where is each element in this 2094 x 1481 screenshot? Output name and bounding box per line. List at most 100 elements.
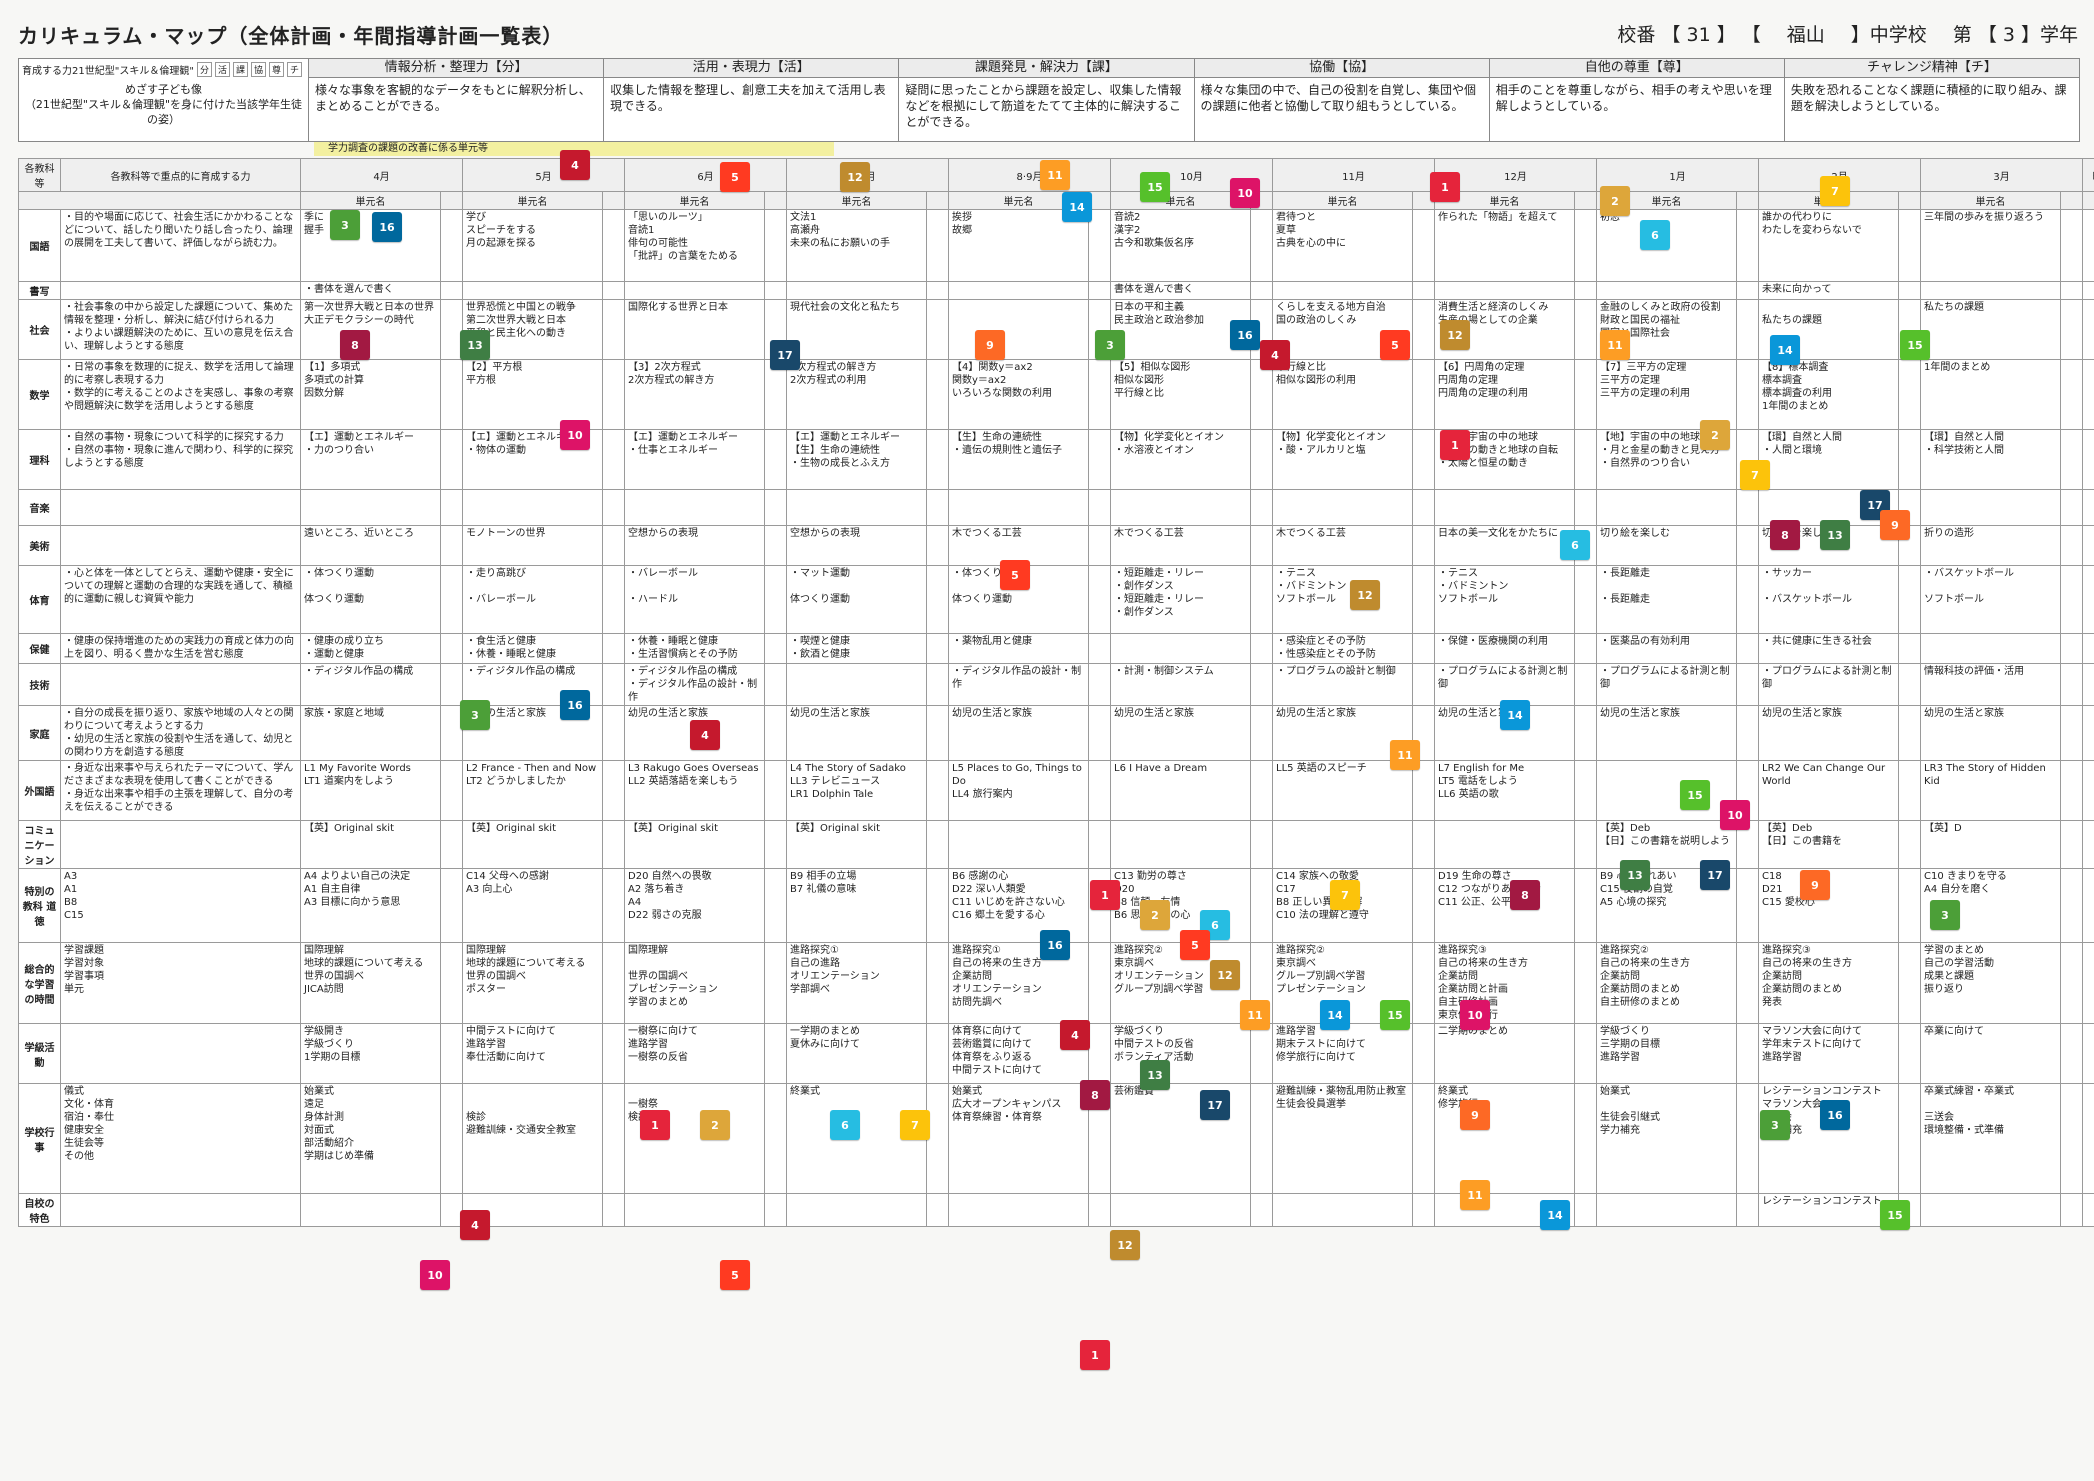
unit-cell: 2次方程式の解き方 2次方程式の利用	[786, 359, 927, 430]
sdg-sticker-icon: 9	[975, 330, 1005, 360]
curriculum-table: 各教科等各教科等で重点的に育成する力4月5月6月7月8·9月10月11月12月1…	[18, 158, 2094, 1227]
subject-goal	[60, 281, 301, 300]
sdg-sticker-icon: 10	[420, 1260, 450, 1290]
subject-name: コミュニケーション	[18, 820, 61, 869]
subject-goal	[60, 1023, 301, 1084]
unit-cell: 情報科技の評価・活用	[1920, 663, 2062, 706]
sdg-sticker-icon: 10	[1720, 800, 1750, 830]
unit-hours-cell	[764, 565, 787, 634]
subject-row: 技術 ・ディジタル作品の構成 ・ディジタル作品の構成 ・ディジタル作品の構成 ・ディジ…	[18, 663, 2094, 706]
unit-hours-cell	[1249, 565, 1274, 634]
unit-cell: 【英】Original skit	[786, 820, 927, 869]
unit-hours-cell	[1249, 820, 1274, 869]
unit-hours-cell	[926, 663, 949, 706]
subject-name: 社会	[18, 299, 61, 360]
subject-goal	[60, 1193, 301, 1227]
school-info: 校番 【 31 】 【 福山 】中学校 第 【 3 】学年	[1617, 20, 2078, 47]
unit-cell: 書体を選んで書く	[1110, 281, 1251, 300]
goal-description: 相手のことを尊重しながら、相手の考えや思いを理解しようとしている。	[1495, 83, 1772, 114]
unit-cell: LR2 We Can Change Our World	[1758, 760, 1900, 821]
subject-name: 音楽	[18, 489, 61, 526]
total-hours: 87	[2082, 565, 2094, 634]
unit-hours-cell	[1574, 1193, 1598, 1227]
sdg-sticker-icon: 15	[1880, 1200, 1910, 1230]
unit-hours-cell	[926, 1023, 949, 1084]
unit-cell: レシテーションコンテスト	[1758, 1193, 1900, 1227]
unit-cell: 幼児の生活と家族	[1272, 705, 1414, 761]
unit-cell: L3 Rakugo Goes Overseas LL2 英語落語を楽しもう	[624, 760, 765, 821]
unit-cell: ・プログラムによる計測と制御	[1758, 663, 1900, 706]
total-hours: 35	[2082, 820, 2094, 869]
unit-hours-cell	[602, 633, 625, 664]
unit-cell	[948, 1193, 1089, 1227]
subject-goal: ・身近な出来事や与えられたテーマについて、学んださまざまな表現を使用して書くこと…	[60, 760, 301, 821]
unit-cell: ・休養・睡眠と健康 ・生活習慣病とその予防	[624, 633, 765, 664]
unit-cell: 【5】相似な図形 相似な図形 平行線と比	[1110, 359, 1251, 430]
unit-hours-cell	[1574, 820, 1598, 869]
unit-cell: 始業式 遠足 身体計測 対面式 部活動紹介 学期はじめ準備	[300, 1083, 441, 1194]
unit-hours-cell	[1412, 942, 1436, 1024]
unit-cell: 進路探究① 自己の進路 オリエンテーション 学部調べ	[786, 942, 927, 1024]
unit-hours-cell	[1574, 359, 1598, 430]
unit-hours-cell	[1736, 525, 1760, 566]
unit-hours-cell	[1898, 281, 1922, 300]
unit-hours-cell	[1898, 820, 1922, 869]
unit-hours-cell	[2060, 942, 2084, 1024]
sub-banner: 学力調査の課題の改善に係る単元等	[314, 142, 834, 156]
unit-hours-cell	[1574, 663, 1598, 706]
sdg-sticker-icon: 2	[1700, 420, 1730, 450]
legend-tag: 課	[232, 62, 248, 77]
sdg-sticker-icon: 9	[1880, 510, 1910, 540]
goal-heading: 協働【協】	[1194, 59, 1489, 78]
unit-hours-cell	[764, 281, 787, 300]
unit-hours-cell	[1736, 489, 1760, 526]
sdg-sticker-icon: 5	[1180, 930, 1210, 960]
unit-cell	[1596, 281, 1738, 300]
unit-hours-cell	[1574, 1083, 1598, 1194]
unit-cell: 【6】円周角の定理 円周角の定理 円周角の定理の利用	[1434, 359, 1576, 430]
unit-cell	[786, 281, 927, 300]
unit-cell: ・テニス ・バドミントン ソフトボール	[1272, 565, 1414, 634]
unit-hours-cell	[1574, 633, 1598, 664]
unit-hours-cell	[1736, 209, 1760, 282]
unit-cell: 卒業に向けて	[1920, 1023, 2062, 1084]
unit-hours-cell	[2060, 489, 2084, 526]
total-hours: 35	[2082, 1023, 2094, 1084]
sdg-sticker-icon: 9	[1460, 1100, 1490, 1130]
unit-hours-cell	[602, 1193, 625, 1227]
unit-hours-cell	[1898, 942, 1922, 1024]
subject-name: 数学	[18, 359, 61, 430]
unit-hours-cell	[1412, 299, 1436, 360]
unit-hours-cell	[1736, 1023, 1760, 1084]
unit-hours-cell	[1412, 359, 1436, 430]
legend-tag: 活	[214, 62, 230, 77]
sdg-sticker-icon: 3	[330, 210, 360, 240]
unit-cell: 【英】Original skit	[300, 820, 441, 869]
total-hours: 70	[2082, 942, 2094, 1024]
unit-cell	[1434, 820, 1576, 869]
sdg-sticker-icon: 6	[830, 1110, 860, 1140]
unit-hours-cell	[1412, 489, 1436, 526]
unit-hours-cell	[602, 359, 625, 430]
hours-subheader	[1898, 191, 1922, 210]
unit-hours-cell	[1088, 525, 1111, 566]
unit-hours-cell	[602, 663, 625, 706]
unit-cell: 始業式 生徒会引継式 学力補充	[1596, 1083, 1738, 1194]
hours-subheader	[764, 191, 787, 210]
unit-cell: L4 The Story of Sadako LL3 テレビニュース LR1 D…	[786, 760, 927, 821]
sdg-sticker-icon: 15	[1900, 330, 1930, 360]
sdg-sticker-icon: 2	[1140, 900, 1170, 930]
legend-tag: 協	[250, 62, 266, 77]
unit-hours-cell	[2060, 633, 2084, 664]
month-header: 4月	[300, 158, 463, 192]
unit-hours-cell	[1736, 1193, 1760, 1227]
hours-subheader	[1574, 191, 1598, 210]
unit-hours-cell	[926, 525, 949, 566]
unit-hours-cell	[1898, 565, 1922, 634]
unit-cell: 中間テストに向けて 進路学習 奉仕活動に向けて	[462, 1023, 603, 1084]
unit-hours-cell	[1088, 1023, 1111, 1084]
subject-row: 総合的な学習の時間 学習課題 学習対象 学習事項 単元 国際理解 地球的課題について…	[18, 942, 2094, 1024]
unit-hours-cell	[926, 820, 949, 869]
unit-hours-cell	[2060, 1193, 2084, 1227]
unit-hours-cell	[1088, 1193, 1111, 1227]
